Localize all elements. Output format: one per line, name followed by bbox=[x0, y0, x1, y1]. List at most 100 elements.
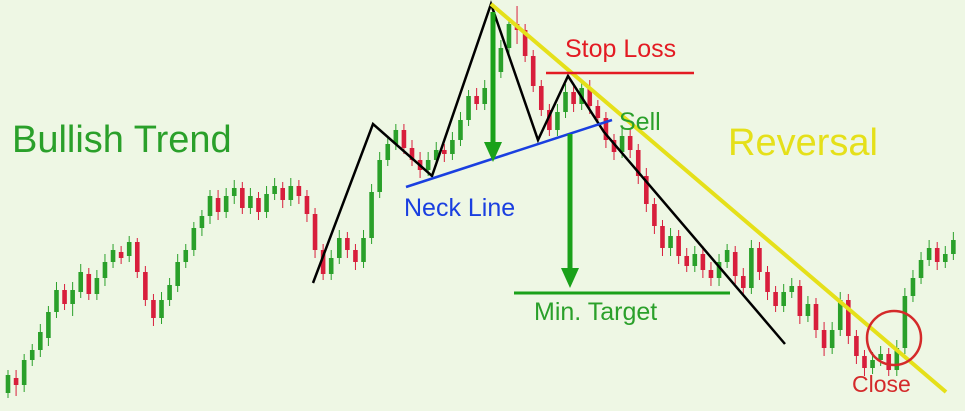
candle-body bbox=[595, 106, 601, 118]
candle bbox=[353, 244, 358, 270]
candle-body bbox=[482, 88, 488, 104]
candle-body bbox=[199, 216, 205, 228]
candle bbox=[951, 232, 956, 260]
candle bbox=[345, 232, 350, 258]
candle bbox=[797, 280, 803, 324]
candle bbox=[482, 80, 488, 110]
candle-body bbox=[627, 136, 633, 150]
candle-body bbox=[377, 160, 382, 192]
candle bbox=[38, 324, 43, 357]
candle-body bbox=[288, 186, 294, 200]
candle-body bbox=[296, 186, 302, 196]
reversal-label: Reversal bbox=[728, 122, 878, 164]
candle bbox=[918, 252, 924, 284]
candle bbox=[789, 278, 795, 298]
stop-loss-label: Stop Loss bbox=[565, 35, 676, 63]
candle-body bbox=[159, 300, 164, 318]
candle bbox=[522, 24, 528, 62]
candle bbox=[854, 330, 859, 364]
candle-body bbox=[587, 88, 593, 106]
candle bbox=[450, 132, 455, 160]
candle-body bbox=[571, 92, 576, 104]
candle-body bbox=[635, 150, 641, 176]
candle-body bbox=[732, 252, 738, 276]
candle-body bbox=[716, 262, 722, 278]
candle-body bbox=[38, 332, 43, 350]
candle bbox=[280, 182, 286, 208]
head-to-neck-arrow bbox=[484, 12, 502, 162]
neck-line-label: Neck Line bbox=[404, 194, 515, 222]
candle bbox=[401, 124, 407, 154]
candle bbox=[676, 230, 681, 264]
candle-body bbox=[538, 86, 544, 110]
candle bbox=[563, 84, 568, 118]
candle bbox=[644, 168, 649, 212]
candle-body bbox=[151, 300, 156, 318]
candle bbox=[668, 228, 673, 256]
candle bbox=[377, 152, 382, 198]
candle-body bbox=[369, 192, 374, 238]
candle bbox=[215, 190, 221, 220]
candle bbox=[708, 262, 714, 286]
candle-body bbox=[530, 56, 536, 86]
candle-body bbox=[21, 360, 27, 385]
candle-body bbox=[813, 304, 819, 330]
candle-body bbox=[248, 196, 253, 208]
candle bbox=[70, 282, 75, 316]
candle bbox=[692, 246, 698, 272]
candle-body bbox=[870, 360, 875, 368]
head-shoulders-outline bbox=[311, 0, 786, 345]
candle-body bbox=[29, 350, 35, 360]
candle-body bbox=[361, 238, 366, 262]
candle-body bbox=[272, 186, 277, 194]
candle-body bbox=[692, 254, 698, 266]
candle-body bbox=[684, 256, 690, 266]
candle-body bbox=[603, 118, 609, 140]
candle-body bbox=[191, 228, 197, 250]
candle bbox=[862, 350, 867, 376]
candle-body bbox=[474, 96, 479, 104]
candle bbox=[700, 246, 706, 278]
candle-body bbox=[652, 204, 657, 226]
close-circle bbox=[865, 309, 923, 367]
candle-body bbox=[837, 300, 843, 330]
candle bbox=[240, 182, 245, 214]
candle-body bbox=[183, 250, 189, 262]
candle bbox=[385, 136, 391, 166]
candle bbox=[757, 242, 762, 280]
candle bbox=[272, 178, 277, 200]
candle bbox=[684, 248, 690, 272]
candle-body bbox=[886, 354, 892, 370]
candle-body bbox=[94, 278, 100, 294]
candle-body bbox=[644, 176, 649, 204]
candle-body bbox=[264, 194, 269, 212]
candle-body bbox=[328, 258, 334, 274]
candle bbox=[442, 144, 447, 162]
candle-body bbox=[894, 348, 900, 370]
candle bbox=[894, 340, 900, 376]
candle bbox=[369, 184, 374, 244]
candle bbox=[498, 40, 504, 78]
candle bbox=[264, 186, 269, 218]
candle-body bbox=[102, 262, 108, 278]
candle bbox=[942, 246, 948, 268]
candle bbox=[288, 178, 294, 206]
candle bbox=[102, 254, 108, 286]
candle-body bbox=[797, 286, 803, 316]
candle bbox=[740, 268, 746, 294]
candle bbox=[765, 266, 770, 300]
candle bbox=[781, 284, 786, 312]
candle-body bbox=[821, 330, 827, 348]
candle bbox=[571, 86, 576, 112]
candle-body bbox=[46, 312, 51, 338]
candle-body bbox=[353, 250, 358, 262]
neck-line bbox=[405, 118, 613, 189]
candle bbox=[248, 188, 253, 214]
candle-body bbox=[433, 150, 439, 160]
candle-body bbox=[789, 286, 795, 292]
candle bbox=[328, 250, 334, 280]
candle-body bbox=[450, 140, 455, 154]
candle-body bbox=[240, 188, 245, 208]
candle bbox=[652, 198, 657, 234]
